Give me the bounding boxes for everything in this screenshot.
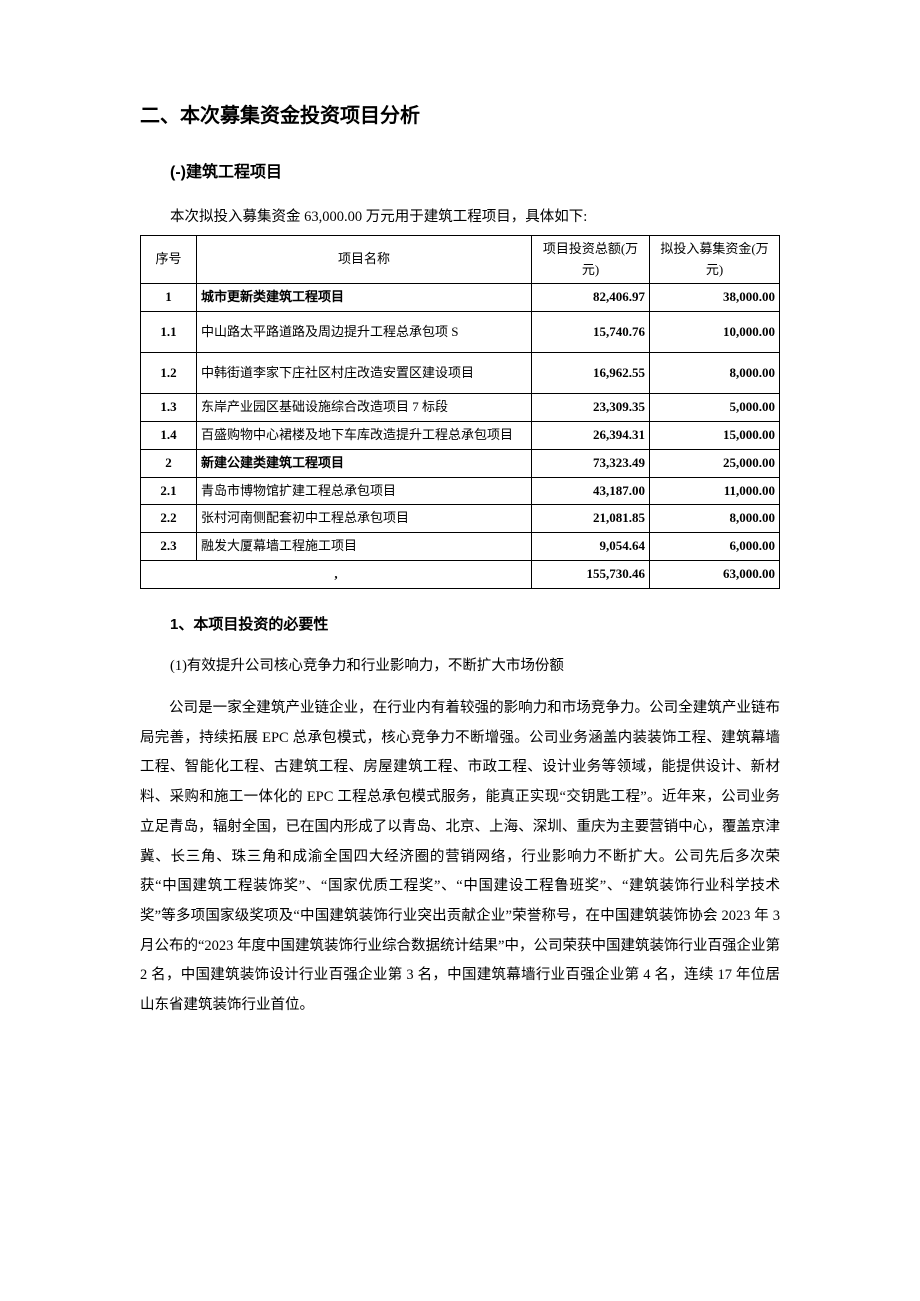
cell-name: 东岸产业园区基础设施综合改造项目 7 标段 bbox=[197, 394, 532, 422]
para1-heading: (1)有效提升公司核心竞争力和行业影响力，不断扩大市场份额 bbox=[170, 655, 780, 678]
table-row: 2.1青岛市博物馆扩建工程总承包项目43,187.0011,000.00 bbox=[141, 477, 780, 505]
cell-index: 2.2 bbox=[141, 505, 197, 533]
body-paragraph: 公司是一家全建筑产业链企业，在行业内有着较强的影响力和市场竞争力。公司全建筑产业… bbox=[140, 694, 780, 1021]
cell-fund: 8,000.00 bbox=[650, 353, 780, 394]
cell-name: 百盛购物中心裙楼及地下车库改造提升工程总承包项目 bbox=[197, 421, 532, 449]
cell-name: 城市更新类建筑工程项目 bbox=[197, 284, 532, 312]
cell-fund: 5,000.00 bbox=[650, 394, 780, 422]
table-row: 2.2张村河南侧配套初中工程总承包项目21,081.858,000.00 bbox=[141, 505, 780, 533]
cell-index: 2.3 bbox=[141, 533, 197, 561]
cell-fund: 25,000.00 bbox=[650, 449, 780, 477]
cell-fund: 11,000.00 bbox=[650, 477, 780, 505]
table-row: 1城市更新类建筑工程项目82,406.9738,000.00 bbox=[141, 284, 780, 312]
cell-name: 张村河南侧配套初中工程总承包项目 bbox=[197, 505, 532, 533]
table-row: 1.3东岸产业园区基础设施综合改造项目 7 标段23,309.355,000.0… bbox=[141, 394, 780, 422]
col-header-index: 序号 bbox=[141, 235, 197, 284]
cell-sum-label: , bbox=[141, 560, 532, 588]
cell-name: 中韩街道李家下庄社区村庄改造安置区建设项目 bbox=[197, 353, 532, 394]
cell-index: 1.2 bbox=[141, 353, 197, 394]
cell-fund: 15,000.00 bbox=[650, 421, 780, 449]
cell-total: 15,740.76 bbox=[532, 312, 650, 353]
cell-total: 16,962.55 bbox=[532, 353, 650, 394]
cell-index: 1 bbox=[141, 284, 197, 312]
subsection-title: (-)建筑工程项目 bbox=[170, 160, 780, 186]
cell-total: 73,323.49 bbox=[532, 449, 650, 477]
cell-sum-total: 155,730.46 bbox=[532, 560, 650, 588]
cell-index: 2.1 bbox=[141, 477, 197, 505]
intro-line: 本次拟投入募集资金 63,000.00 万元用于建筑工程项目，具体如下: bbox=[170, 206, 780, 229]
table-sum-row: ,155,730.4663,000.00 bbox=[141, 560, 780, 588]
col-header-fund: 拟投入募集资金(万元) bbox=[650, 235, 780, 284]
col-header-total: 项目投资总额(万元) bbox=[532, 235, 650, 284]
cell-total: 9,054.64 bbox=[532, 533, 650, 561]
cell-fund: 38,000.00 bbox=[650, 284, 780, 312]
projects-table: 序号 项目名称 项目投资总额(万元) 拟投入募集资金(万元) 1城市更新类建筑工… bbox=[140, 235, 780, 589]
cell-fund: 10,000.00 bbox=[650, 312, 780, 353]
cell-index: 1.3 bbox=[141, 394, 197, 422]
cell-total: 23,309.35 bbox=[532, 394, 650, 422]
cell-index: 1.4 bbox=[141, 421, 197, 449]
cell-total: 43,187.00 bbox=[532, 477, 650, 505]
cell-index: 2 bbox=[141, 449, 197, 477]
table-row: 2新建公建类建筑工程项目73,323.4925,000.00 bbox=[141, 449, 780, 477]
cell-total: 26,394.31 bbox=[532, 421, 650, 449]
cell-total: 21,081.85 bbox=[532, 505, 650, 533]
table-row: 1.4百盛购物中心裙楼及地下车库改造提升工程总承包项目26,394.3115,0… bbox=[141, 421, 780, 449]
cell-sum-fund: 63,000.00 bbox=[650, 560, 780, 588]
cell-fund: 8,000.00 bbox=[650, 505, 780, 533]
cell-name: 青岛市博物馆扩建工程总承包项目 bbox=[197, 477, 532, 505]
cell-total: 82,406.97 bbox=[532, 284, 650, 312]
table-header-row: 序号 项目名称 项目投资总额(万元) 拟投入募集资金(万元) bbox=[141, 235, 780, 284]
cell-index: 1.1 bbox=[141, 312, 197, 353]
table-row: 2.3融发大厦幕墙工程施工项目9,054.646,000.00 bbox=[141, 533, 780, 561]
necessity-title: 1、本项目投资的必要性 bbox=[170, 613, 780, 637]
cell-fund: 6,000.00 bbox=[650, 533, 780, 561]
col-header-name: 项目名称 bbox=[197, 235, 532, 284]
cell-name: 融发大厦幕墙工程施工项目 bbox=[197, 533, 532, 561]
cell-name: 中山路太平路道路及周边提升工程总承包项 S bbox=[197, 312, 532, 353]
table-row: 1.2中韩街道李家下庄社区村庄改造安置区建设项目16,962.558,000.0… bbox=[141, 353, 780, 394]
section-title: 二、本次募集资金投资项目分析 bbox=[140, 100, 780, 132]
cell-name: 新建公建类建筑工程项目 bbox=[197, 449, 532, 477]
table-row: 1.1中山路太平路道路及周边提升工程总承包项 S15,740.7610,000.… bbox=[141, 312, 780, 353]
